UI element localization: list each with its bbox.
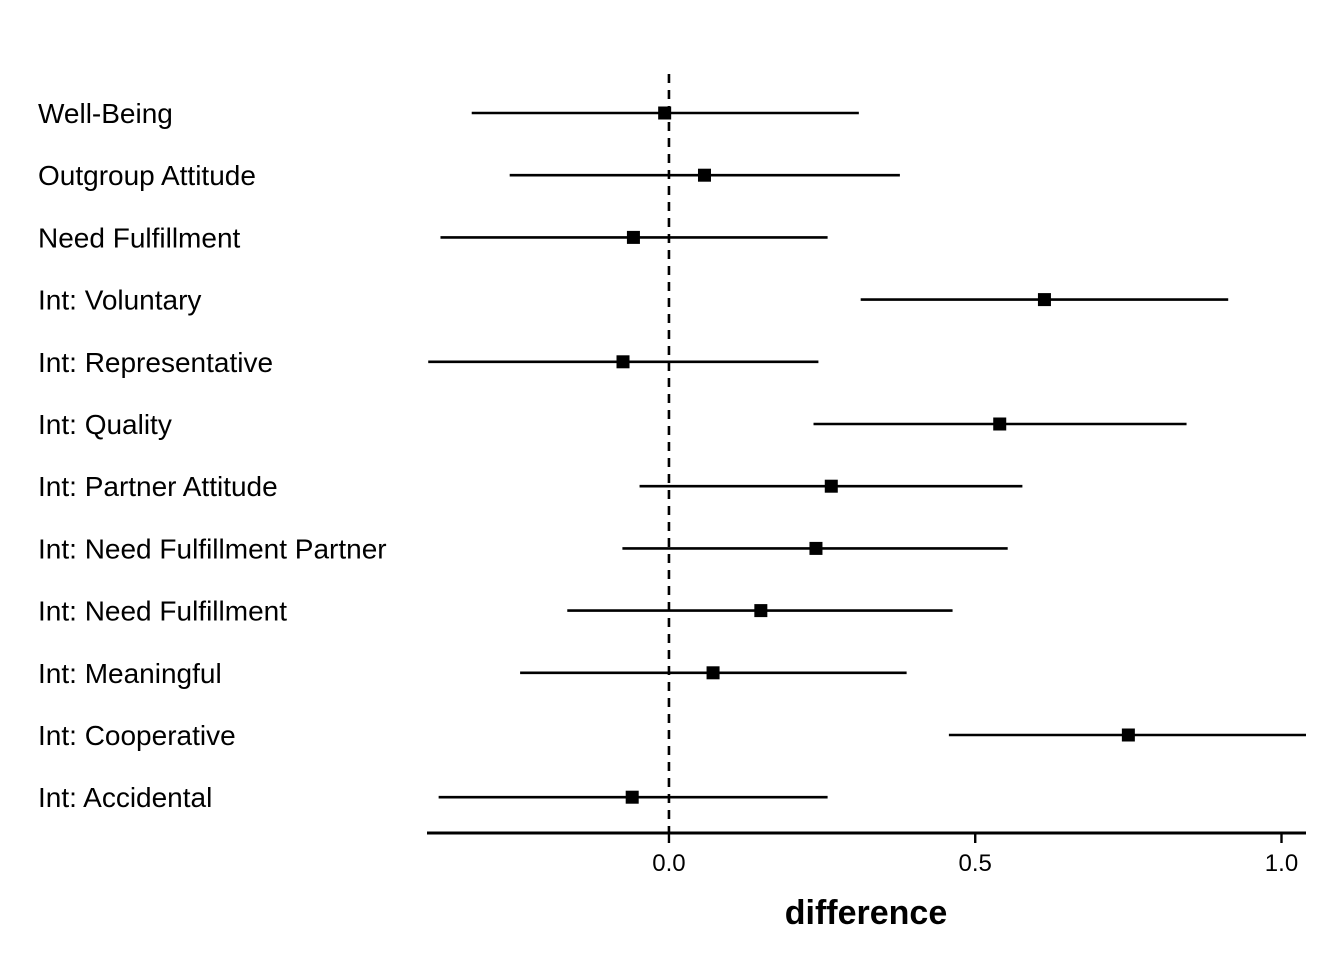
category-label: Outgroup Attitude [38,160,256,191]
point-estimate [993,417,1007,431]
point-estimate [626,230,640,244]
category-label: Int: Meaningful [38,658,222,689]
point-estimate [1037,293,1051,307]
point-estimate [625,790,639,804]
x-tick-label: 1.0 [1265,850,1298,877]
point-estimate [1121,728,1135,742]
category-labels: Well-Being Outgroup Attitude Need Fulfillm… [38,98,387,813]
category-label: Int: Quality [38,409,172,440]
category-label: Int: Need Fulfillment [38,596,287,627]
category-label: Int: Need Fulfillment Partner [38,533,387,564]
point-estimate [616,355,630,369]
x-axis: 0.0 0.5 1.0 [427,831,1306,877]
category-label: Need Fulfillment [38,222,241,253]
point-estimate [697,168,711,182]
x-tick-label: 0.0 [652,850,685,877]
point-estimate [658,106,672,120]
point-estimate [809,541,823,555]
point-estimate [824,479,838,493]
point-estimate [706,666,720,680]
point-estimates [616,106,1135,804]
category-label: Well-Being [38,98,173,129]
point-estimate [754,604,768,618]
category-label: Int: Cooperative [38,720,236,751]
category-label: Int: Partner Attitude [38,471,278,502]
category-label: Int: Accidental [38,782,212,813]
category-label: Int: Representative [38,347,273,378]
category-label: Int: Voluntary [38,285,201,316]
confidence-intervals [428,111,1306,799]
x-axis-title: difference [785,894,948,932]
x-tick-label: 0.5 [959,850,992,877]
